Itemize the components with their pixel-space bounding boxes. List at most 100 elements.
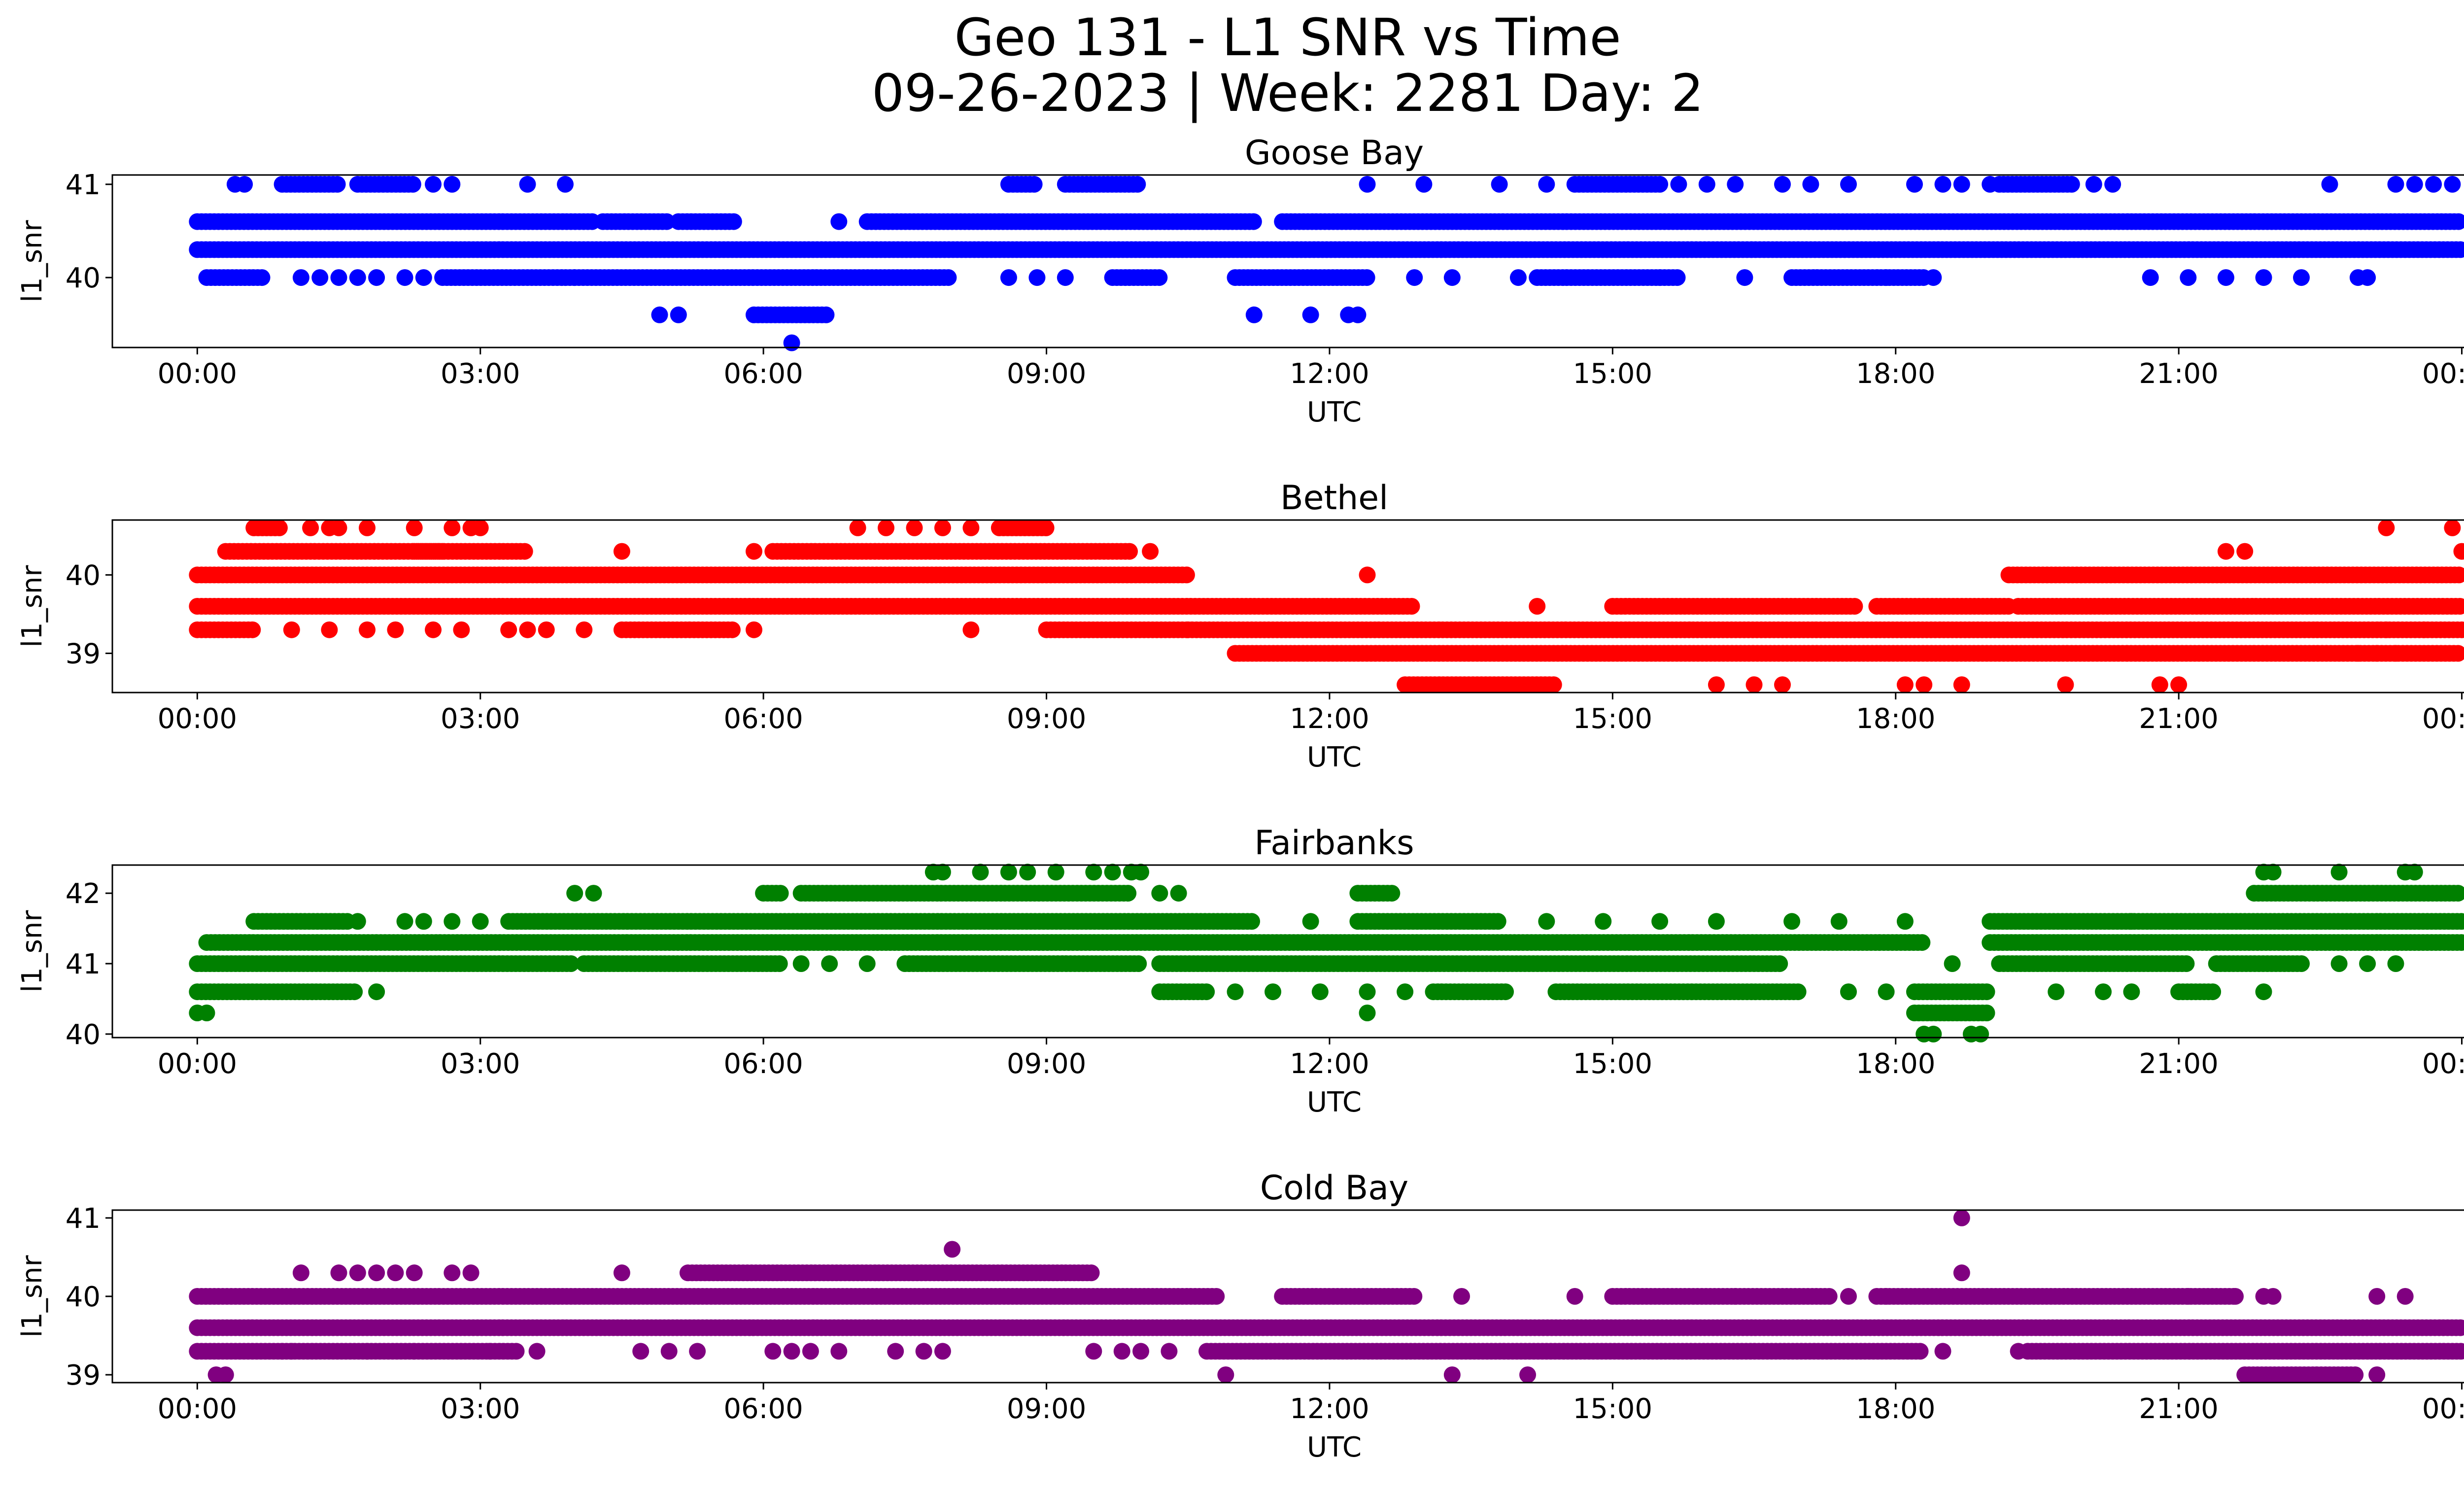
y-tick-label: 41 xyxy=(66,169,101,201)
data-point xyxy=(585,885,602,902)
data-point xyxy=(2330,955,2348,972)
data-point xyxy=(1896,913,1914,930)
data-point xyxy=(2450,566,2464,584)
data-point xyxy=(1349,306,1367,323)
data-point xyxy=(1896,676,1914,694)
scatter-series xyxy=(189,175,2464,351)
data-point xyxy=(670,306,687,323)
data-point xyxy=(2387,645,2404,662)
data-point xyxy=(1529,598,1546,615)
data-point xyxy=(2378,519,2395,536)
data-point xyxy=(1000,269,1017,286)
data-point xyxy=(1736,269,1753,286)
data-point xyxy=(1415,175,1433,193)
data-point xyxy=(253,269,271,286)
figure-title-line2: 09-26-2023 | Week: 2281 Day: 2 xyxy=(872,63,1704,123)
x-tick-label: 00:00 xyxy=(2422,1048,2464,1080)
data-point xyxy=(1651,913,1669,930)
data-point xyxy=(329,175,346,193)
data-point xyxy=(771,955,788,972)
data-point xyxy=(1670,175,1687,193)
data-point xyxy=(330,519,347,536)
data-point xyxy=(1245,213,1262,230)
data-point xyxy=(2123,983,2140,1001)
data-point xyxy=(330,269,347,286)
data-point xyxy=(1198,983,1215,1001)
data-point xyxy=(2255,983,2272,1001)
data-point xyxy=(2359,269,2376,286)
data-point xyxy=(2063,175,2080,193)
data-point xyxy=(2444,175,2461,193)
data-point xyxy=(1359,983,1376,1001)
data-point xyxy=(1745,676,1763,694)
x-tick-label: 09:00 xyxy=(1007,1048,1086,1080)
data-point xyxy=(1982,175,1999,193)
axes-frame xyxy=(111,864,2464,1039)
data-point xyxy=(2330,864,2348,881)
x-tick-label: 00:00 xyxy=(158,358,237,390)
data-point xyxy=(906,519,923,536)
data-point xyxy=(1383,885,1401,902)
data-point xyxy=(1104,864,1121,881)
data-point xyxy=(2170,676,2188,694)
subplot-title: Bethel xyxy=(1280,479,1388,518)
data-point xyxy=(1538,913,1555,930)
data-point xyxy=(2450,213,2464,230)
data-point xyxy=(453,621,470,638)
data-point xyxy=(368,269,385,286)
data-point xyxy=(2293,269,2310,286)
data-point xyxy=(1057,269,1074,286)
data-point xyxy=(444,913,461,930)
data-point xyxy=(1953,175,1970,193)
x-tick-label: 06:00 xyxy=(723,358,803,390)
data-point xyxy=(472,519,489,536)
data-point xyxy=(359,621,376,638)
data-point xyxy=(1545,676,1562,694)
data-point xyxy=(2085,175,2102,193)
data-point xyxy=(878,519,894,536)
data-point xyxy=(2387,955,2404,972)
data-point xyxy=(1708,913,1725,930)
data-point xyxy=(658,213,675,230)
data-point xyxy=(1840,175,1857,193)
x-tick-label: 00:00 xyxy=(158,1048,237,1080)
data-point xyxy=(2349,645,2366,662)
data-point xyxy=(1651,175,1669,193)
y-axis-label: l1_snr xyxy=(16,220,48,303)
x-tick-label: 00:00 xyxy=(2422,358,2464,390)
x-tick-label: 15:00 xyxy=(1573,1048,1652,1080)
data-point xyxy=(1669,269,1686,286)
data-point xyxy=(500,621,517,638)
data-point xyxy=(772,885,789,902)
x-tick-label: 09:00 xyxy=(1007,358,1086,390)
data-point xyxy=(2387,175,2404,193)
data-point xyxy=(725,213,742,230)
data-point xyxy=(723,621,741,638)
data-point xyxy=(1925,269,1942,286)
data-point xyxy=(940,269,957,286)
data-point xyxy=(444,175,461,193)
subplot-title: Cold Bay xyxy=(1260,1169,1408,1208)
scatter-series xyxy=(189,519,2464,694)
data-point xyxy=(2095,983,2112,1001)
data-point xyxy=(406,519,423,536)
x-tick-label: 00:00 xyxy=(2422,703,2464,735)
y-tick-label: 40 xyxy=(66,262,101,294)
data-point xyxy=(519,621,536,638)
data-point xyxy=(1397,983,1414,1001)
x-axis-label: UTC xyxy=(1307,1086,1362,1118)
data-point xyxy=(1698,175,1715,193)
data-point xyxy=(1953,676,1970,694)
data-point xyxy=(1037,519,1055,536)
data-point xyxy=(2217,543,2234,560)
data-point xyxy=(2368,645,2386,662)
data-point xyxy=(2293,955,2310,972)
data-point xyxy=(1403,598,1420,615)
data-point xyxy=(2425,175,2442,193)
data-point xyxy=(519,175,536,193)
data-point xyxy=(830,213,848,230)
data-point xyxy=(1019,864,1036,881)
data-point xyxy=(1846,598,1863,615)
subplot-title: Goose Bay xyxy=(1245,134,1424,173)
